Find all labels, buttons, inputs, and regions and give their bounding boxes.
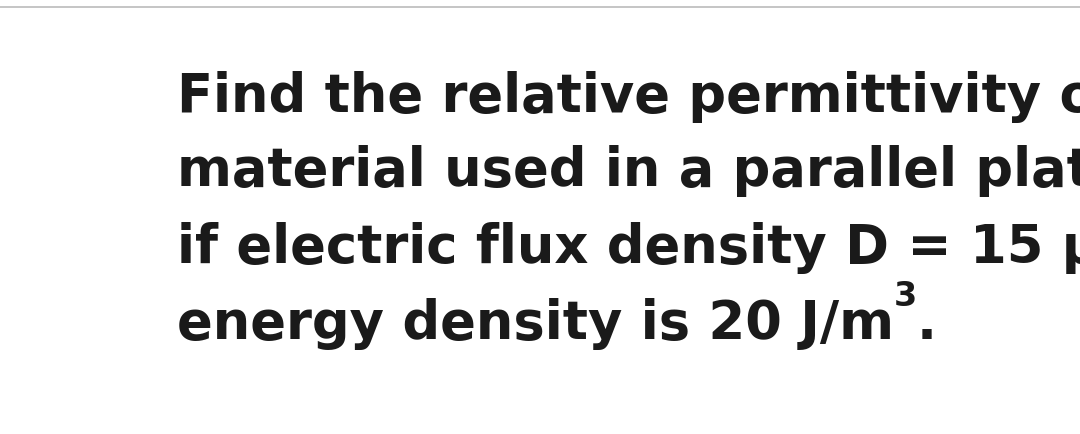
- Text: if electric flux density D = 15 μ c/m: if electric flux density D = 15 μ c/m: [177, 222, 1080, 273]
- Text: .: .: [917, 299, 937, 351]
- Text: 3: 3: [894, 280, 917, 313]
- Text: Find the relative permittivity of dielectric: Find the relative permittivity of dielec…: [177, 71, 1080, 123]
- Text: material used in a parallel plate capacitor: material used in a parallel plate capaci…: [177, 145, 1080, 197]
- Text: energy density is 20 J/m: energy density is 20 J/m: [177, 299, 894, 351]
